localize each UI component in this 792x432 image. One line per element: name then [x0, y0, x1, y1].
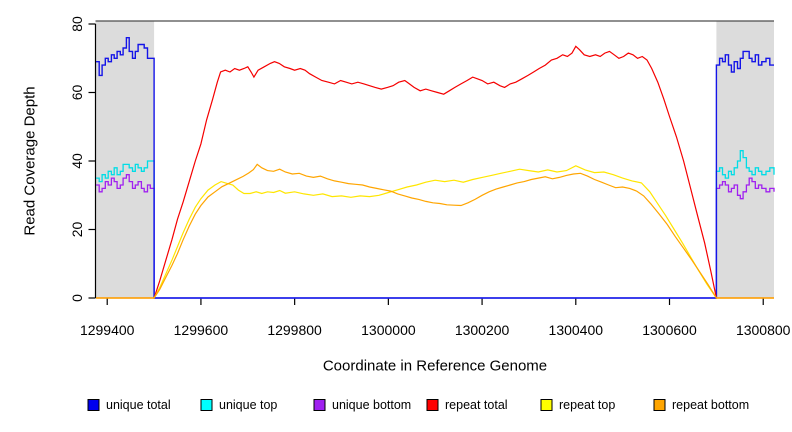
x-tick-label: 1300200 [455, 322, 510, 338]
legend-swatch [87, 399, 100, 411]
legend-swatch [540, 399, 553, 411]
legend-label: repeat bottom [672, 398, 749, 412]
y-tick-label: 60 [69, 85, 85, 101]
legend-swatch [200, 399, 213, 411]
legend-swatch [313, 399, 326, 411]
legend-label: unique total [106, 398, 171, 412]
series-line-repeat-top [96, 165, 774, 299]
x-tick-label: 1300400 [549, 322, 604, 338]
legend-label: repeat top [559, 398, 615, 412]
legend-label: repeat total [445, 398, 508, 412]
legend-swatch [653, 399, 666, 411]
legend-item: repeat top [540, 398, 615, 412]
series-line-repeat-total [96, 45, 774, 299]
y-tick-label: 0 [69, 294, 85, 302]
series-line-unique-top [96, 150, 775, 299]
legend-item: repeat bottom [653, 398, 749, 412]
series-line-unique-total [96, 37, 774, 299]
legend-swatch [426, 399, 439, 411]
x-tick-label: 1300800 [736, 322, 791, 338]
legend-item: unique top [200, 398, 277, 412]
x-tick-label: 1299400 [80, 322, 135, 338]
series-line-repeat-bottom [96, 163, 774, 299]
y-tick-label: 40 [69, 153, 85, 169]
y-tick-label: 20 [69, 222, 85, 238]
legend-item: unique bottom [313, 398, 411, 412]
y-axis-title: Read Coverage Depth [21, 86, 39, 236]
series-line-unique-bottom [96, 174, 775, 299]
x-tick-label: 1300600 [642, 322, 697, 338]
legend-label: unique bottom [332, 398, 411, 412]
x-tick-label: 1300000 [361, 322, 416, 338]
shaded-flank-region [95, 21, 155, 298]
y-tick-label: 80 [69, 16, 85, 32]
x-tick-label: 1299800 [267, 322, 322, 338]
legend-item: unique total [87, 398, 171, 412]
x-axis-title: Coordinate in Reference Genome [322, 357, 548, 375]
legend-item: repeat total [426, 398, 508, 412]
shaded-flank-region [716, 21, 774, 298]
legend-label: unique top [219, 398, 277, 412]
x-tick-label: 1299600 [174, 322, 229, 338]
